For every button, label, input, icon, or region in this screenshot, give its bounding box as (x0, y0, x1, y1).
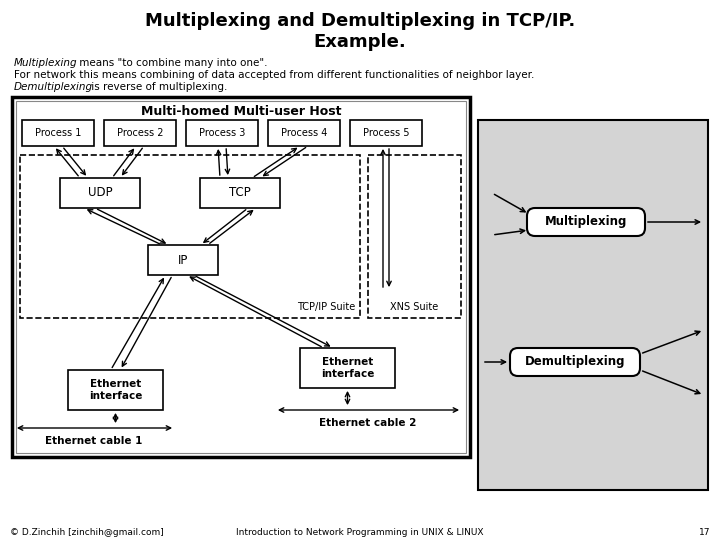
Text: Process 4: Process 4 (281, 128, 327, 138)
Text: Process 5: Process 5 (363, 128, 409, 138)
Text: TCP/IP Suite: TCP/IP Suite (297, 302, 355, 312)
FancyBboxPatch shape (510, 348, 640, 376)
Bar (12, 97, 470, 457)
Bar (200, 178, 280, 208)
FancyBboxPatch shape (527, 208, 645, 236)
Text: 17: 17 (698, 528, 710, 537)
Text: Multi-homed Multi-user Host: Multi-homed Multi-user Host (140, 105, 341, 118)
Text: Ethernet cable 2: Ethernet cable 2 (319, 418, 417, 428)
Bar (368, 155, 461, 318)
Bar (20, 155, 360, 318)
Bar (104, 120, 176, 146)
Text: Process 3: Process 3 (199, 128, 246, 138)
Bar (300, 348, 395, 388)
Text: Multiplexing: Multiplexing (14, 58, 78, 68)
Text: Demultiplexing: Demultiplexing (14, 82, 93, 92)
Text: XNS Suite: XNS Suite (390, 302, 438, 312)
Bar (186, 120, 258, 146)
Text: IP: IP (178, 253, 188, 267)
Bar (16, 101, 466, 453)
Text: Process 2: Process 2 (117, 128, 163, 138)
Text: Multiplexing and Demultiplexing in TCP/IP.: Multiplexing and Demultiplexing in TCP/I… (145, 12, 575, 30)
Text: For network this means combining of data accepted from different functionalities: For network this means combining of data… (14, 70, 534, 80)
Text: Introduction to Network Programming in UNIX & LINUX: Introduction to Network Programming in U… (236, 528, 484, 537)
Text: © D.Zinchih [zinchih@gmail.com]: © D.Zinchih [zinchih@gmail.com] (10, 528, 163, 537)
Text: Demultiplexing: Demultiplexing (525, 355, 625, 368)
Bar (268, 120, 340, 146)
Bar (350, 120, 422, 146)
Bar (148, 245, 218, 275)
Text: Ethernet cable 1: Ethernet cable 1 (45, 436, 143, 446)
Text: Ethernet
interface: Ethernet interface (89, 379, 142, 401)
Text: Multiplexing: Multiplexing (545, 215, 627, 228)
Text: Ethernet
interface: Ethernet interface (321, 357, 374, 379)
Bar (60, 178, 140, 208)
Bar (478, 120, 708, 490)
Text: TCP: TCP (229, 186, 251, 199)
Text: Example.: Example. (314, 33, 406, 51)
Bar (22, 120, 94, 146)
Text: means "to combine many into one".: means "to combine many into one". (76, 58, 268, 68)
Text: UDP: UDP (88, 186, 112, 199)
Text: is reverse of multiplexing.: is reverse of multiplexing. (88, 82, 228, 92)
Text: Process 1: Process 1 (35, 128, 81, 138)
Bar (68, 370, 163, 410)
